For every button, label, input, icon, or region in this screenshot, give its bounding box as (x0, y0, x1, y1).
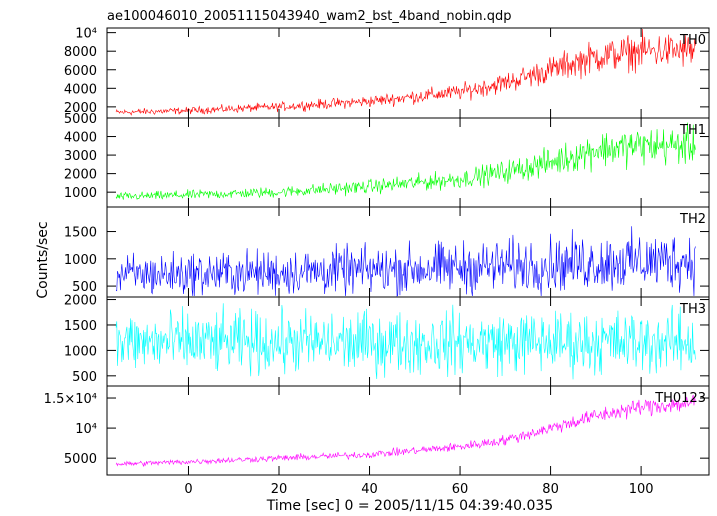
y-tick-label: 4000 (64, 82, 97, 97)
x-tick-label: 60 (452, 482, 469, 497)
y-tick-label: 5000 (64, 112, 97, 127)
panel-th0: 2000 4000 6000 8000 10⁴ TH0 (64, 27, 710, 119)
x-axis-label: Time [sec] 0 = 2005/11/15 04:39:40.035 (266, 498, 553, 514)
panel-frame (106, 27, 710, 119)
y-tick-label: 500 (72, 370, 97, 385)
series-label-th3: TH3 (679, 302, 706, 317)
y-tick-label: 1500 (64, 319, 97, 334)
series-line-th0 (115, 28, 696, 116)
x-tick-label: 20 (271, 482, 288, 497)
panel-frame (106, 206, 710, 298)
x-tick-label: 40 (361, 482, 378, 497)
y-tick-label: 4000 (64, 131, 97, 146)
panel-th3: 500 1000 1500 2000 TH3 (64, 294, 710, 387)
y-tick-label: 2000 (64, 101, 97, 116)
series-label-th2: TH2 (679, 212, 706, 227)
series-line-th3 (115, 303, 696, 380)
series-line-th1 (115, 122, 696, 200)
y-tick-label: 1000 (64, 253, 97, 268)
x-tick-label: 80 (542, 482, 559, 497)
series-label-th0: TH0 (679, 33, 706, 48)
y-tick-label: 10⁴ (75, 27, 97, 42)
panel-th1: 1000 2000 3000 4000 5000 TH1 (64, 112, 710, 208)
y-tick-label: 1500 (64, 226, 97, 241)
chart-title: ae100046010_20051115043940_wam2_bst_4ban… (107, 9, 512, 24)
x-axis: 0 20 40 60 80 100 (184, 482, 653, 497)
y-tick-label: 1.5×10⁴ (44, 392, 97, 407)
y-tick-label: 2000 (64, 294, 97, 309)
x-tick-label: 100 (629, 482, 654, 497)
series-label-th0123: TH0123 (654, 391, 706, 406)
series-line-th0123 (115, 394, 696, 468)
y-tick-label: 500 (72, 280, 97, 295)
y-tick-label: 1000 (64, 186, 97, 201)
panel-th2: 500 1000 1500 TH2 (64, 206, 710, 298)
y-tick-label: 6000 (64, 64, 97, 79)
y-tick-label: 8000 (64, 45, 97, 60)
series-line-th2 (115, 226, 696, 297)
series-label-th1: TH1 (679, 123, 706, 138)
panels: 2000 4000 6000 8000 10⁴ TH0 1000 2000 3000 4000 50… (44, 27, 710, 476)
panel-frame (106, 385, 710, 476)
panel-th0123: 5000 10⁴ 1.5×10⁴ TH0123 (44, 385, 710, 476)
y-axis-label: Counts/sec (35, 221, 51, 298)
y-tick-label: 5000 (64, 452, 97, 467)
y-tick-label: 10⁴ (75, 422, 97, 437)
y-tick-label: 1000 (64, 344, 97, 359)
x-tick-label: 0 (184, 482, 192, 497)
y-tick-label: 3000 (64, 149, 97, 164)
y-tick-label: 2000 (64, 168, 97, 183)
